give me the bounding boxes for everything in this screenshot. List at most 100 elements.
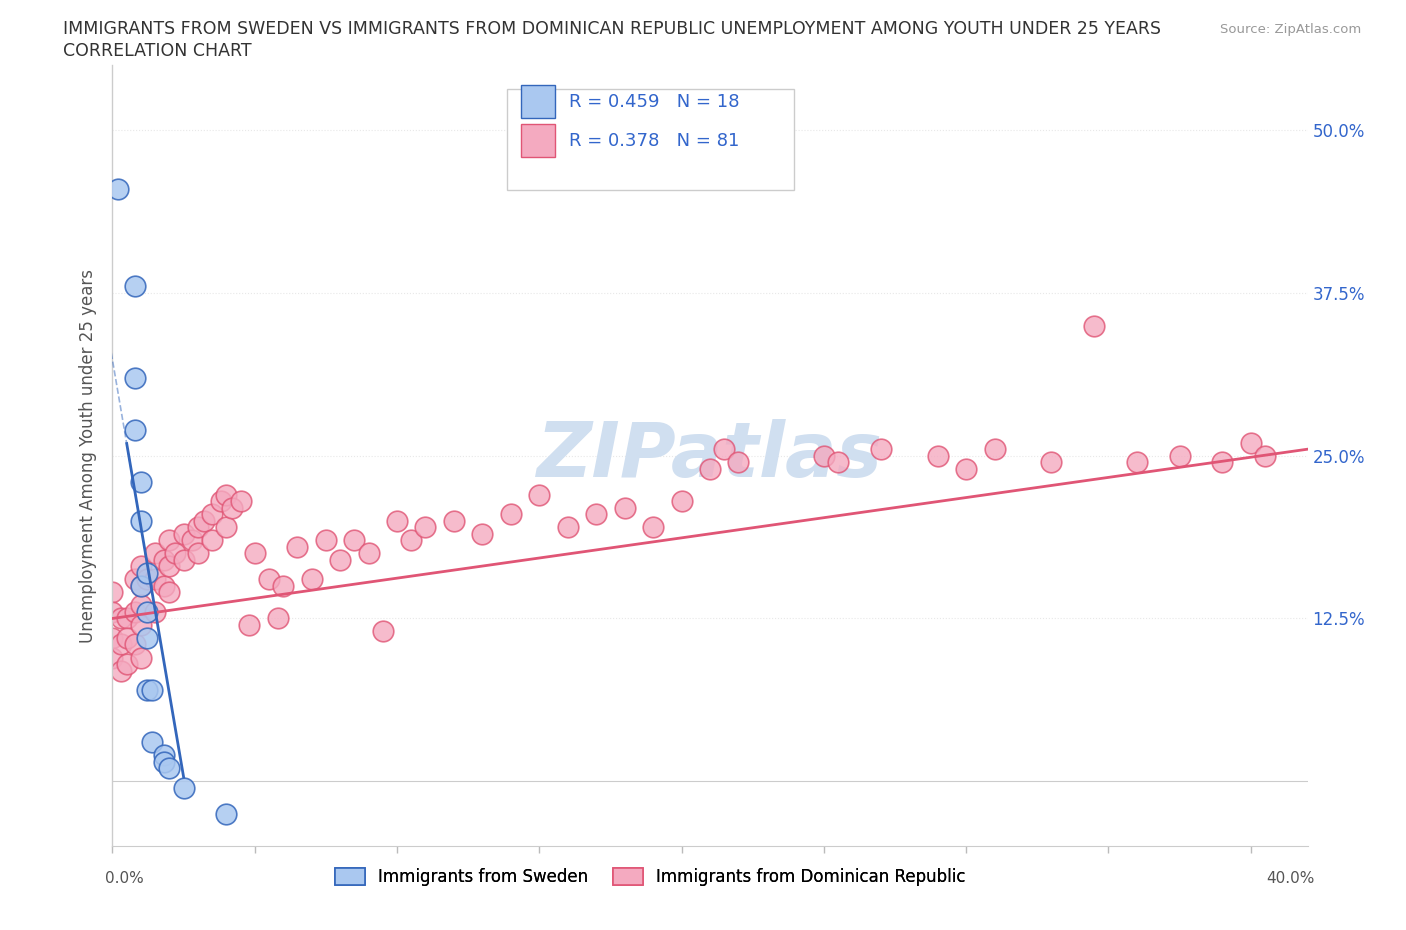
Point	[124, 422, 146, 437]
Point	[115, 657, 138, 671]
Point	[727, 455, 749, 470]
Point	[124, 604, 146, 619]
Point	[955, 461, 977, 476]
Point	[557, 520, 579, 535]
Point	[115, 611, 138, 626]
Point	[813, 448, 835, 463]
Point	[1083, 318, 1105, 333]
Point	[152, 578, 174, 593]
Point	[135, 565, 157, 580]
Point	[221, 500, 243, 515]
Point	[671, 494, 693, 509]
Point	[243, 546, 266, 561]
Point	[135, 572, 157, 587]
Point	[343, 533, 366, 548]
Text: ZIPatlas: ZIPatlas	[537, 418, 883, 493]
Point	[143, 572, 166, 587]
FancyBboxPatch shape	[522, 86, 555, 118]
Point	[713, 442, 735, 457]
Point	[143, 604, 166, 619]
Point	[1254, 448, 1277, 463]
Point	[165, 546, 187, 561]
Point	[699, 461, 721, 476]
Point	[229, 494, 252, 509]
Point	[107, 181, 129, 196]
Point	[585, 507, 607, 522]
Point	[124, 637, 146, 652]
Point	[215, 520, 238, 535]
Point	[157, 585, 180, 600]
Point	[329, 552, 352, 567]
Point	[257, 572, 280, 587]
Point	[110, 637, 132, 652]
Point	[209, 494, 232, 509]
Point	[499, 507, 522, 522]
Point	[129, 598, 152, 613]
Point	[613, 500, 636, 515]
Point	[529, 487, 551, 502]
Point	[101, 604, 124, 619]
Point	[173, 552, 195, 567]
Point	[143, 546, 166, 561]
Point	[315, 533, 337, 548]
Point	[141, 735, 163, 750]
Point	[471, 526, 494, 541]
Text: R = 0.459   N = 18: R = 0.459 N = 18	[569, 93, 740, 111]
Point	[110, 663, 132, 678]
Point	[101, 585, 124, 600]
Point	[129, 578, 152, 593]
FancyBboxPatch shape	[522, 125, 555, 157]
Point	[1211, 455, 1233, 470]
Legend: Immigrants from Sweden, Immigrants from Dominican Republic: Immigrants from Sweden, Immigrants from …	[328, 861, 973, 893]
Point	[129, 650, 152, 665]
Point	[983, 442, 1005, 457]
Point	[124, 279, 146, 294]
Point	[173, 780, 195, 795]
Point	[357, 546, 380, 561]
Point	[643, 520, 665, 535]
Point	[187, 546, 209, 561]
Point	[371, 624, 394, 639]
Point	[152, 754, 174, 769]
Point	[1040, 455, 1063, 470]
Point	[215, 806, 238, 821]
Point	[115, 631, 138, 645]
Point	[927, 448, 949, 463]
Point	[415, 520, 437, 535]
Point	[443, 513, 465, 528]
Text: 0.0%: 0.0%	[105, 871, 145, 886]
Point	[135, 604, 157, 619]
Point	[827, 455, 849, 470]
Point	[101, 650, 124, 665]
Point	[215, 487, 238, 502]
Point	[201, 533, 224, 548]
Point	[193, 513, 215, 528]
Point	[129, 578, 152, 593]
Point	[869, 442, 891, 457]
Point	[124, 370, 146, 385]
Text: Source: ZipAtlas.com: Source: ZipAtlas.com	[1220, 23, 1361, 36]
Point	[181, 533, 204, 548]
Point	[1168, 448, 1191, 463]
Point	[157, 533, 180, 548]
Text: IMMIGRANTS FROM SWEDEN VS IMMIGRANTS FROM DOMINICAN REPUBLIC UNEMPLOYMENT AMONG : IMMIGRANTS FROM SWEDEN VS IMMIGRANTS FRO…	[63, 20, 1161, 38]
Point	[124, 572, 146, 587]
Point	[385, 513, 408, 528]
Point	[135, 631, 157, 645]
Point	[187, 520, 209, 535]
Point	[1126, 455, 1149, 470]
Point	[266, 611, 288, 626]
Text: 40.0%: 40.0%	[1267, 871, 1315, 886]
Point	[135, 683, 157, 698]
Point	[129, 618, 152, 632]
Point	[157, 761, 180, 776]
Point	[129, 474, 152, 489]
Text: R = 0.378   N = 81: R = 0.378 N = 81	[569, 132, 740, 150]
Point	[129, 559, 152, 574]
Point	[287, 539, 309, 554]
Point	[1240, 435, 1263, 450]
Point	[173, 526, 195, 541]
FancyBboxPatch shape	[508, 88, 794, 190]
Point	[271, 578, 294, 593]
Point	[401, 533, 423, 548]
